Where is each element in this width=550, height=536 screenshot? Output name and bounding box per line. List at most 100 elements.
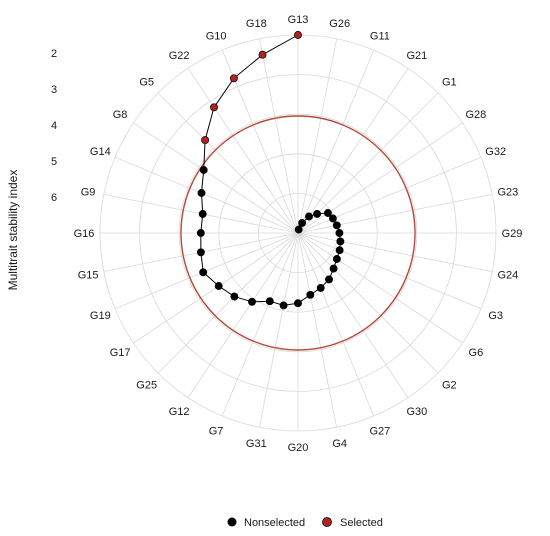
label-g32: G32 xyxy=(485,146,506,158)
label-g10: G10 xyxy=(206,30,227,42)
label-g8: G8 xyxy=(113,109,128,121)
grid-spoke xyxy=(187,68,299,234)
point-g23 xyxy=(332,221,341,230)
point-g6 xyxy=(332,255,341,263)
point-g2 xyxy=(329,264,338,273)
point-g19 xyxy=(199,268,208,277)
grid-spoke xyxy=(157,232,299,374)
label-g16: G16 xyxy=(74,228,95,240)
grid-spoke xyxy=(297,232,493,273)
point-g17 xyxy=(214,282,223,290)
point-g22 xyxy=(210,103,218,112)
point-g20 xyxy=(294,299,302,308)
grid-spoke xyxy=(297,232,439,374)
grid-spoke xyxy=(297,232,375,417)
grid-spoke xyxy=(258,232,299,428)
legend: Nonselected Selected xyxy=(227,517,383,529)
radial-tick-6: 6 xyxy=(51,192,57,204)
label-g18: G18 xyxy=(246,18,267,30)
point-g12 xyxy=(248,297,256,306)
point-g28 xyxy=(323,209,332,217)
point-g4 xyxy=(306,290,315,299)
grid-spoke xyxy=(297,232,482,310)
grid-spoke xyxy=(297,232,409,398)
point-g10 xyxy=(229,74,238,83)
label-g17: G17 xyxy=(110,347,131,359)
grid-spoke xyxy=(221,232,299,417)
label-g27: G27 xyxy=(370,426,391,438)
point-g29 xyxy=(335,229,344,237)
label-g31: G31 xyxy=(246,438,267,450)
radial-tick-3: 3 xyxy=(51,84,57,96)
label-g25: G25 xyxy=(136,379,157,391)
label-g19: G19 xyxy=(90,310,111,322)
label-g20: G20 xyxy=(288,442,309,454)
label-g13: G13 xyxy=(288,14,309,26)
grid-spoke xyxy=(297,68,409,234)
label-g9: G9 xyxy=(81,186,96,198)
radial-tick-2: 2 xyxy=(51,48,57,60)
label-g30: G30 xyxy=(407,406,428,418)
label-g1: G1 xyxy=(442,77,457,89)
label-g4: G4 xyxy=(332,438,347,450)
label-g12: G12 xyxy=(169,406,190,418)
grid-spoke xyxy=(157,92,299,234)
label-g2: G2 xyxy=(442,379,457,391)
grid-spoke xyxy=(187,232,299,398)
grid-spoke xyxy=(297,49,375,234)
label-g7: G7 xyxy=(209,426,224,438)
point-g27 xyxy=(316,283,325,292)
label-g3: G3 xyxy=(488,310,503,322)
grid-spoke xyxy=(297,232,463,344)
point-g11 xyxy=(298,219,307,227)
label-g23: G23 xyxy=(498,186,519,198)
point-g26 xyxy=(294,225,303,234)
polar-grid xyxy=(99,34,497,432)
point-g21 xyxy=(305,212,313,221)
grid-spoke xyxy=(297,232,338,428)
grid-spoke xyxy=(133,122,299,234)
label-g29: G29 xyxy=(502,228,523,240)
point-g7 xyxy=(265,297,274,306)
point-g18 xyxy=(258,50,267,59)
point-g14 xyxy=(197,189,206,197)
point-g16 xyxy=(196,229,205,237)
point-g9 xyxy=(198,210,207,218)
grid-spoke xyxy=(297,92,439,234)
point-g5 xyxy=(201,136,210,145)
label-g28: G28 xyxy=(466,109,487,121)
label-g22: G22 xyxy=(169,50,190,62)
genotype-labels: G13 G26 G11 G21 G1 G28 G32 G23 G29 G24 G3 G6 G2 G30 G2… xyxy=(74,14,523,454)
label-g6: G6 xyxy=(469,347,484,359)
label-g11: G11 xyxy=(370,30,390,42)
point-g24 xyxy=(336,237,345,246)
label-g15: G15 xyxy=(78,270,99,282)
legend-label-nonselected: Nonselected xyxy=(244,517,305,529)
radial-tick-4: 4 xyxy=(51,120,57,132)
point-g25 xyxy=(230,292,239,301)
radial-tick-labels: 2 3 4 5 6 xyxy=(51,48,57,204)
label-g21: G21 xyxy=(407,50,428,62)
point-g31 xyxy=(279,301,288,310)
label-g5: G5 xyxy=(139,77,154,89)
point-g32 xyxy=(328,214,337,223)
label-g24: G24 xyxy=(498,270,519,282)
legend-marker-selected xyxy=(322,517,332,527)
label-g26: G26 xyxy=(329,18,350,30)
point-g30 xyxy=(325,275,333,284)
legend-marker-nonselected xyxy=(227,517,237,527)
point-g15 xyxy=(196,248,205,257)
point-g13 xyxy=(294,31,302,39)
point-g1 xyxy=(313,209,322,218)
selection-cutoff-circle xyxy=(180,115,416,351)
data-points xyxy=(196,31,345,310)
point-g8 xyxy=(199,166,208,174)
point-g3 xyxy=(335,246,344,255)
grid-spoke xyxy=(297,156,482,234)
grid-spoke xyxy=(114,156,299,234)
label-g14: G14 xyxy=(90,146,111,158)
grid-spoke xyxy=(258,38,299,234)
grid-spoke xyxy=(297,193,493,234)
legend-label-selected: Selected xyxy=(340,517,383,529)
